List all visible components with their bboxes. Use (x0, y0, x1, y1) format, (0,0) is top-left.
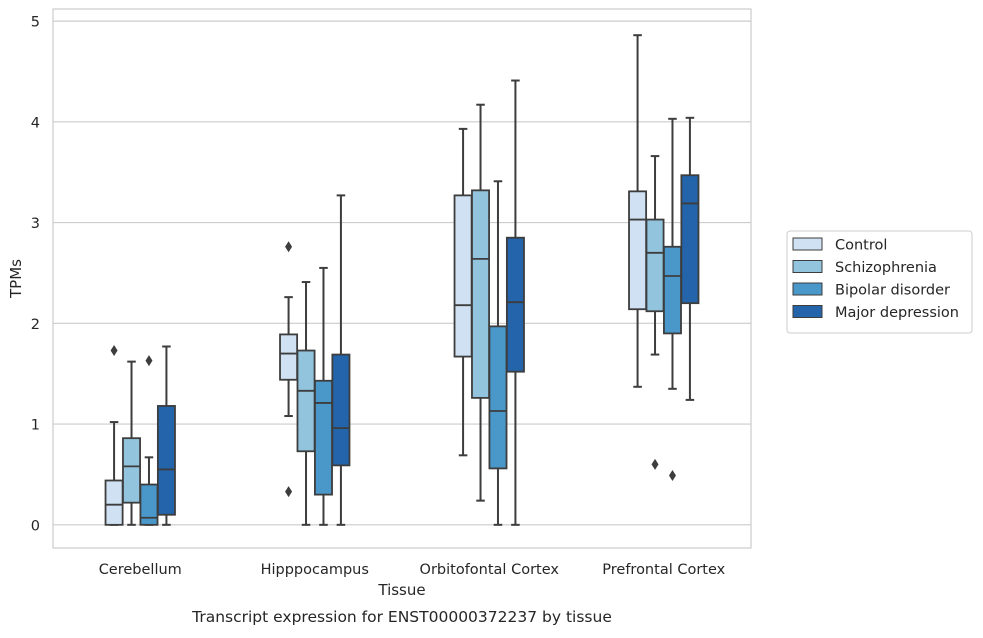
y-tick-labels: 0 1 2 3 4 5 (31, 15, 40, 535)
box-plot-series (104, 34, 700, 526)
x-tick-label: Orbitofontal Cortex (420, 562, 560, 578)
x-axis-label: Tissue (377, 581, 425, 599)
box-0-3 (156, 345, 176, 526)
legend-swatch (792, 282, 823, 296)
outlier-point (651, 458, 659, 470)
y-tick-label: 5 (31, 15, 40, 31)
box-iqr (645, 218, 665, 313)
box-1-2 (314, 266, 333, 526)
y-tick-label: 0 (31, 518, 40, 534)
box-iqr (453, 194, 473, 358)
box-iqr (471, 189, 490, 399)
box-iqr (296, 349, 316, 453)
plot-frame (52, 8, 752, 549)
box-0-1 (122, 360, 141, 526)
box-1-3 (331, 194, 351, 526)
box-iqr (122, 437, 141, 504)
box-2-3 (505, 79, 525, 526)
box-iqr (505, 236, 525, 373)
box-iqr (314, 379, 333, 496)
box-iqr (331, 353, 351, 467)
box-0-0 (104, 345, 124, 526)
legend: Control Schizophrenia Bipolar disorder Majo… (786, 230, 973, 334)
outlier-point (285, 241, 293, 253)
box-3-1 (645, 155, 665, 470)
box-iqr (104, 479, 124, 526)
box-iqr (680, 174, 700, 305)
box-iqr (488, 325, 508, 470)
y-tick-label: 4 (31, 115, 40, 131)
box-2-0 (453, 127, 473, 457)
outlier-point (145, 355, 153, 367)
box-iqr (156, 405, 176, 516)
box-iqr (663, 245, 682, 335)
box-iqr (139, 483, 159, 526)
x-tick-labels: Cerebellum Hipppocampus Orbitofontal Corte… (99, 562, 726, 578)
box-1-0 (279, 241, 299, 498)
y-tick-label: 2 (31, 317, 40, 333)
box-2-2 (488, 180, 508, 526)
box-3-3 (680, 116, 700, 401)
box-iqr (628, 190, 648, 311)
legend-frame (786, 230, 973, 334)
y-tick-label: 1 (31, 418, 40, 434)
x-tick-label: Cerebellum (99, 562, 182, 578)
x-tick-label: Prefrontal Cortex (602, 562, 725, 578)
outlier-point (668, 469, 676, 481)
outlier-point (110, 345, 118, 357)
legend-label: Schizophrenia (835, 260, 937, 276)
legend-swatch (792, 305, 823, 318)
legend-label: Bipolar disorder (835, 283, 950, 299)
box-0-2 (139, 355, 159, 526)
box-2-1 (471, 103, 490, 502)
box-3-0 (628, 34, 648, 388)
box-1-1 (296, 281, 316, 526)
legend-label: Major depression (835, 305, 959, 321)
chart-caption: Transcript expression for ENST0000037223… (191, 608, 612, 626)
box-iqr (279, 333, 299, 381)
legend-swatch (792, 260, 823, 273)
legend-swatch (792, 237, 823, 251)
outlier-point (285, 486, 293, 498)
box-3-2 (663, 117, 682, 481)
x-tick-label: Hipppocampus (261, 562, 369, 578)
legend-label: Control (835, 238, 887, 254)
y-tick-label: 3 (31, 216, 40, 232)
y-axis-label: TPMs (7, 259, 25, 299)
